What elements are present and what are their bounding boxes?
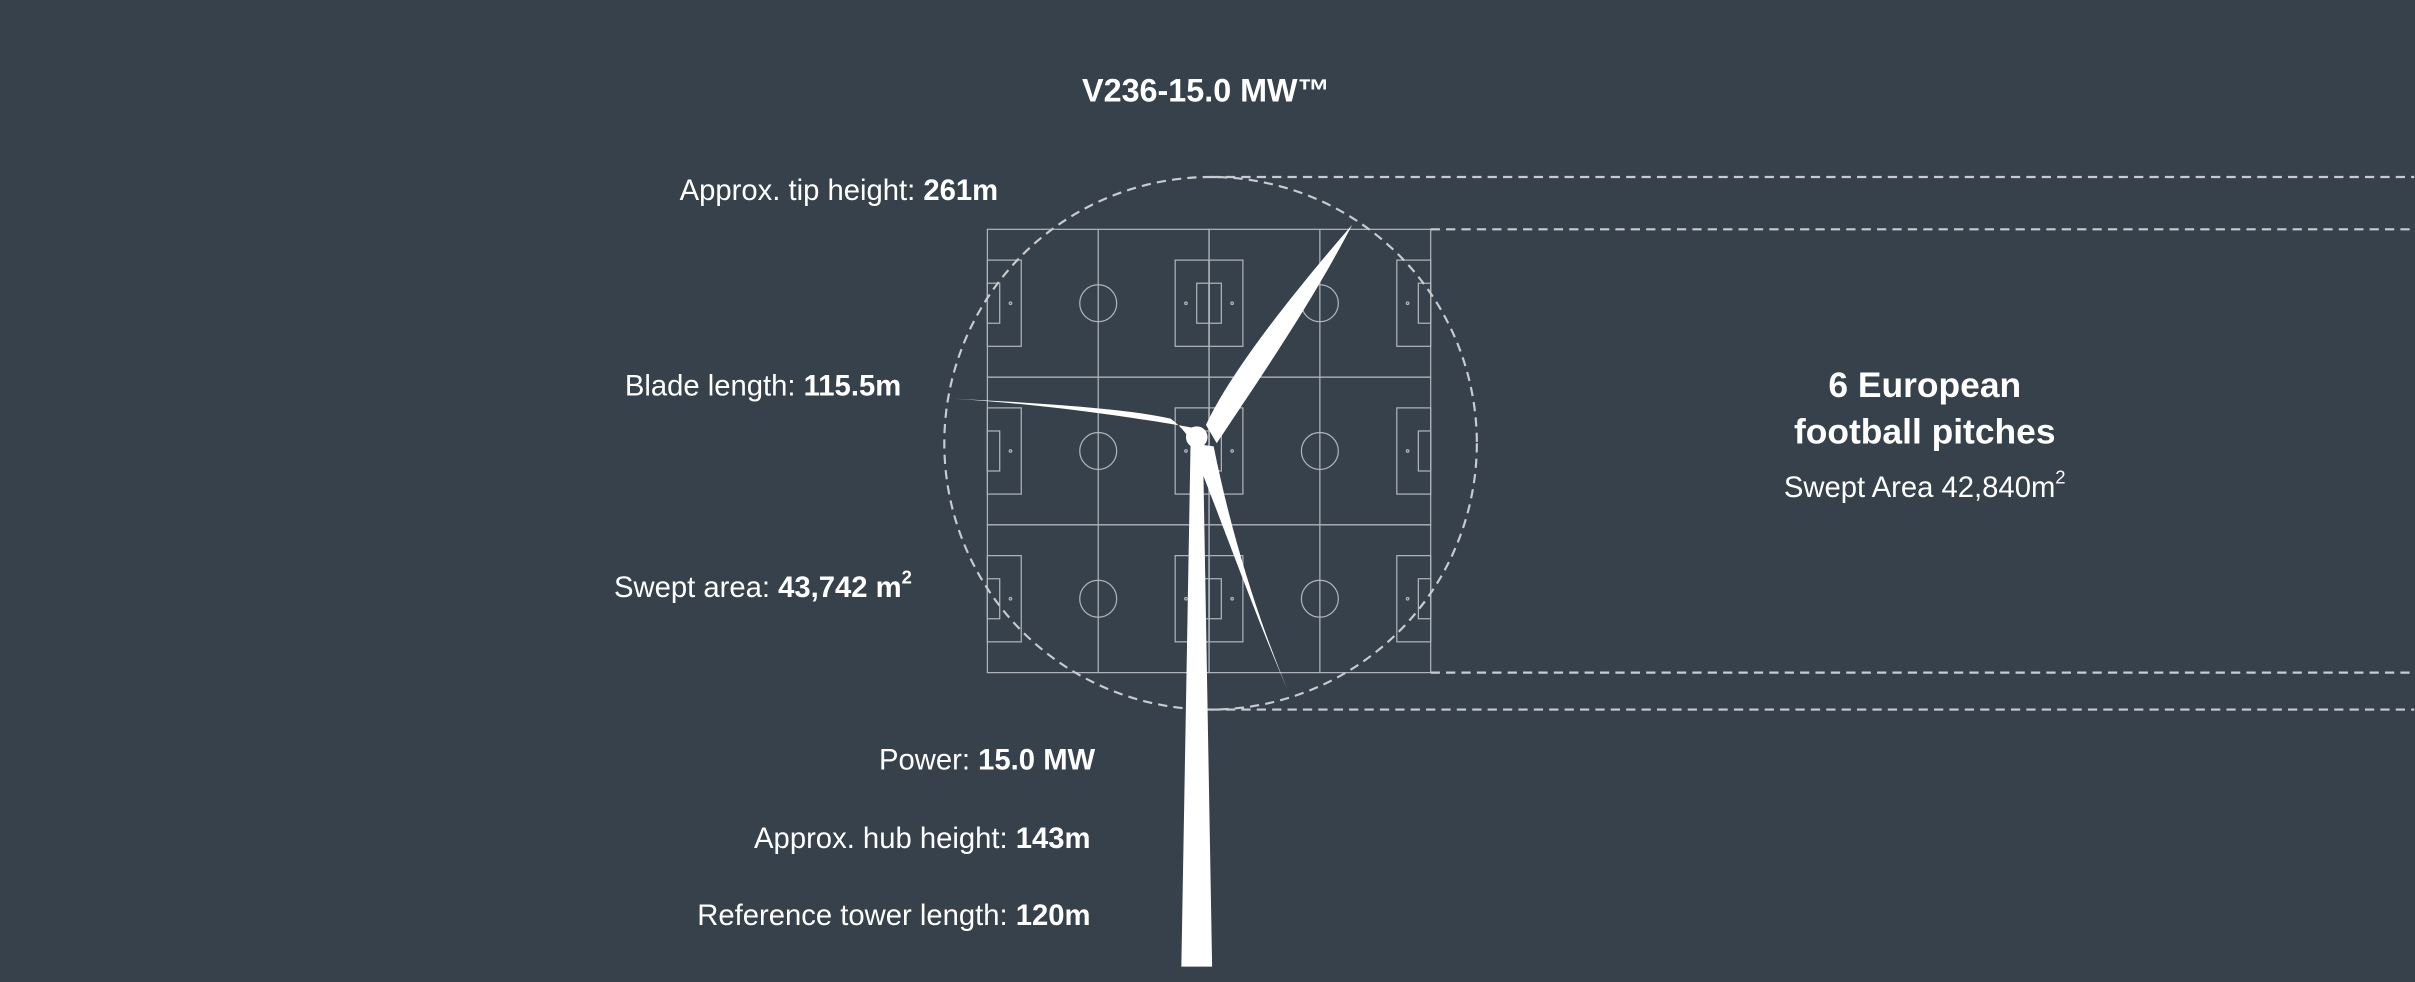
spec-value: 120m <box>1016 900 1091 932</box>
hub <box>1185 426 1208 448</box>
goal-area <box>986 282 1001 324</box>
comparison-caption: Swept Area 42,840m2 <box>1784 466 2066 504</box>
spec-line: Reference tower length: 120m <box>697 900 1090 932</box>
superscript: 2 <box>902 566 912 587</box>
goal-area <box>1417 578 1432 620</box>
spec-label: Approx. hub height: <box>754 823 1008 855</box>
goal-area <box>1208 282 1222 324</box>
football-pitches <box>986 228 1432 674</box>
spot <box>1405 596 1410 601</box>
spec-line: Swept area: 43,742 m2 <box>614 566 912 604</box>
spot <box>1008 449 1013 453</box>
center-circle <box>1079 431 1118 471</box>
spec-value: 261m <box>923 175 998 207</box>
pitch <box>1208 524 1432 674</box>
spec-line: Approx. hub height: 143m <box>754 823 1090 855</box>
spot <box>1184 301 1188 306</box>
spot <box>1230 596 1234 601</box>
spot <box>1184 596 1188 601</box>
spec-list: Approx. tip height: 261m Blade length: 11… <box>614 175 1096 932</box>
comparison-title: football pitches <box>1794 411 2056 451</box>
spot <box>1405 449 1410 453</box>
goal-area <box>1208 578 1222 620</box>
spec-line: Blade length: 115.5m <box>625 371 901 403</box>
spec-value: 43,742 m <box>778 572 902 604</box>
spot <box>1230 301 1234 306</box>
goal-area <box>986 578 1001 620</box>
blade <box>951 398 1194 447</box>
spec-line: Power: 15.0 MW <box>879 745 1095 777</box>
spot <box>1405 301 1410 306</box>
spec-label: Reference tower length: <box>697 900 1007 932</box>
pitch <box>1208 228 1432 378</box>
center-circle <box>1300 431 1339 471</box>
spot <box>1008 301 1013 306</box>
center-circle <box>1300 579 1339 618</box>
tower <box>1181 443 1213 967</box>
caption: Swept Area 42,840m <box>1784 472 2055 504</box>
spec-label: Power: <box>879 745 970 777</box>
goal-area <box>986 430 1001 472</box>
blade <box>1205 224 1353 444</box>
spot <box>1230 449 1234 453</box>
spec-value: 115.5m <box>804 371 902 403</box>
center-circle <box>1079 579 1118 618</box>
spec-value: 15.0 MW <box>978 745 1095 777</box>
spec-label: Swept area: <box>614 572 770 604</box>
superscript: 2 <box>2055 466 2065 487</box>
title: V236-15.0 MW™ <box>1082 73 1330 109</box>
spec-label: Approx. tip height: <box>680 175 916 207</box>
comparison-title: 6 European <box>1828 365 2021 405</box>
spot <box>1184 449 1188 453</box>
center-circle <box>1079 284 1118 323</box>
spec-value: 143m <box>1016 823 1091 855</box>
blade <box>1190 443 1288 690</box>
spot <box>1008 596 1013 601</box>
turbine <box>951 224 1353 967</box>
spec-label: Blade length: <box>625 371 796 403</box>
spec-line: Approx. tip height: 261m <box>680 175 999 207</box>
goal-area <box>1417 430 1432 472</box>
